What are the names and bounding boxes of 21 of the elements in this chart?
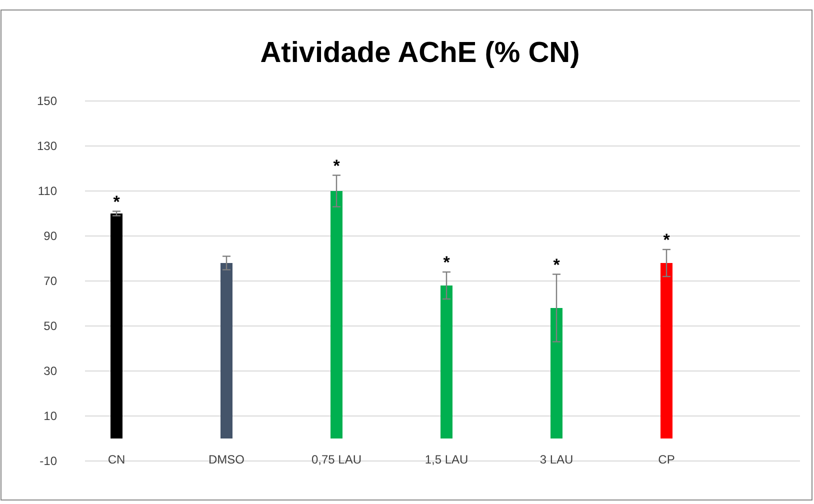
annotation: * bbox=[333, 156, 340, 176]
annotation: * bbox=[553, 255, 560, 274]
chart-title: Atividade AChE (% CN) bbox=[260, 37, 580, 69]
y-tick-label: 110 bbox=[38, 184, 58, 198]
y-tick-label: 70 bbox=[44, 274, 58, 288]
x-tick-label: 3 LAU bbox=[540, 452, 574, 467]
y-tick-label: 150 bbox=[36, 94, 58, 108]
x-tick-label: DMSO bbox=[208, 452, 244, 467]
annotation: * bbox=[113, 192, 120, 212]
annotation: * bbox=[663, 230, 670, 250]
y-tick-label: 50 bbox=[44, 318, 58, 333]
x-tick-label: CN bbox=[108, 452, 126, 467]
x-tick-label: 0,75 LAU bbox=[311, 452, 362, 467]
y-tick-label: 10 bbox=[44, 408, 58, 423]
x-tick-label: 1,5 LAU bbox=[424, 452, 468, 467]
annotation: * bbox=[443, 253, 450, 272]
y-tick-label: 30 bbox=[44, 364, 58, 378]
x-tick-label: CP bbox=[658, 452, 675, 467]
y-tick-label: 90 bbox=[44, 228, 58, 243]
y-tick-label: 130 bbox=[36, 138, 58, 153]
y-tick-label: -10 bbox=[40, 454, 58, 468]
